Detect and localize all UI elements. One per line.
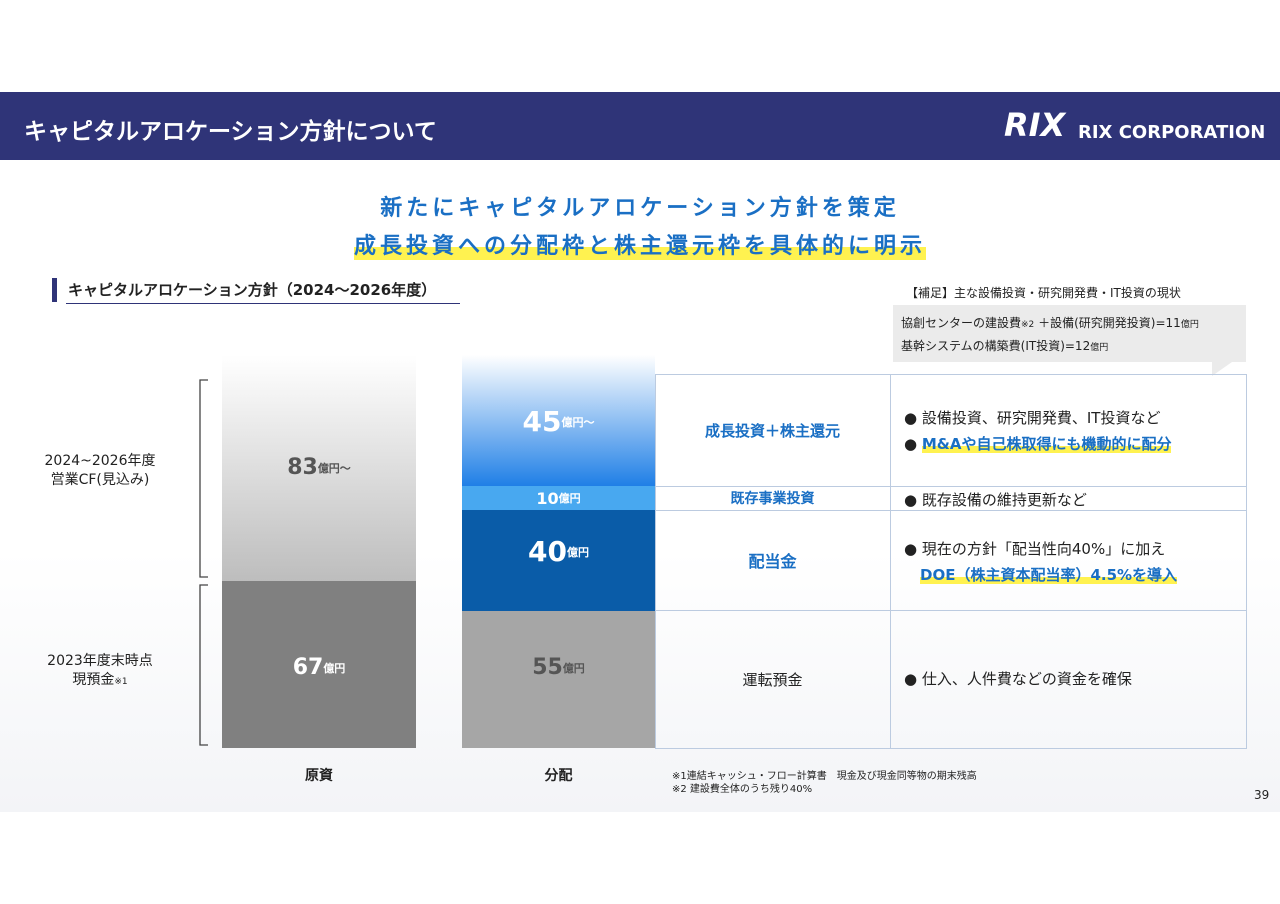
note-unit: 億円 bbox=[1090, 343, 1109, 353]
dist-block bbox=[462, 611, 655, 748]
note-text: 基幹システムの構築費(IT投資)=12 bbox=[901, 339, 1091, 353]
dist-block bbox=[462, 486, 655, 510]
logo-text: RIX CORPORATION bbox=[1078, 122, 1266, 143]
text: 億円～ bbox=[561, 415, 595, 429]
headline: 新たにキャピタルアロケーション方針を策定 bbox=[380, 196, 900, 221]
text: 83 bbox=[287, 455, 318, 480]
note-text: 協創センターの建設費 bbox=[901, 316, 1022, 330]
block-label: 55 億円 bbox=[462, 655, 655, 680]
dist-block bbox=[462, 510, 655, 611]
section-title: キャピタルアロケーション方針（2024～2026年度） bbox=[68, 281, 437, 299]
note-unit: 億円 bbox=[1180, 320, 1199, 330]
logo-mark: RIX bbox=[1004, 106, 1066, 144]
text: 仕入、人件費などの資金を確保 bbox=[921, 670, 1132, 688]
table-category: 運転預金 bbox=[742, 670, 803, 689]
section-marker bbox=[52, 278, 57, 302]
text: 67 bbox=[292, 655, 324, 680]
table-items: ● 設備投資、研究開発費、IT投資など ● M&Aや自己株取得にも機動的に配分 bbox=[904, 409, 1172, 453]
footnotes: ※1連結キャッシュ・フロー計算書 現金及び現金同等物の期末残高 ※2 建設費全体の… bbox=[672, 770, 977, 796]
block-label: 10 億円 bbox=[462, 487, 655, 509]
table-items: ● 仕入、人件費などの資金を確保 bbox=[904, 670, 1132, 688]
text: 現在の方針「配当性向40%」に加え bbox=[921, 540, 1166, 558]
text: 2024~2026年度 bbox=[44, 453, 156, 469]
text: 現預金 bbox=[72, 672, 115, 688]
block-label: 45 億円～ bbox=[462, 405, 655, 438]
brace-label: 2024~2026年度 営業CF(見込み) bbox=[10, 452, 190, 490]
block-label: 40 億円 bbox=[462, 535, 655, 568]
text: 2023年度末時点 bbox=[47, 653, 153, 669]
note-tail bbox=[1212, 362, 1232, 376]
text: ※1連結キャッシュ・フロー計算書 現金及び現金同等物の期末残高 bbox=[672, 771, 977, 782]
table-category: 配当金 bbox=[748, 552, 797, 571]
table-category: 既存事業投資 bbox=[730, 491, 815, 507]
page-number: 39 bbox=[1254, 788, 1270, 802]
text: 億円 bbox=[566, 545, 589, 559]
table-lines bbox=[655, 374, 1247, 749]
note-ref: ※2 bbox=[1021, 320, 1035, 330]
block-label: 67 億円 bbox=[222, 655, 416, 680]
dist-block bbox=[462, 355, 655, 486]
source-block bbox=[222, 581, 416, 748]
axis-label: 分配 bbox=[544, 768, 573, 784]
text: 55 bbox=[532, 655, 563, 680]
text: 億円 bbox=[558, 492, 581, 505]
text: 億円 bbox=[562, 661, 585, 675]
section-rule bbox=[66, 303, 460, 304]
text: ※2 建設費全体のうち残り40% bbox=[672, 784, 813, 795]
brace bbox=[199, 379, 208, 746]
text: M&Aや自己株取得にも機動的に配分 bbox=[921, 435, 1172, 453]
axis-label: 原資 bbox=[305, 768, 333, 784]
text: 40 bbox=[528, 535, 567, 568]
header-bar: キャピタルアロケーション方針について RIX RIX CORPORATION bbox=[0, 92, 1280, 160]
text: 億円～ bbox=[317, 461, 351, 475]
table-items: ● 現在の方針「配当性向40%」に加え DOE（株主資本配当率）4.5%を導入 bbox=[904, 540, 1178, 584]
header-title: キャピタルアロケーション方針について bbox=[24, 119, 437, 145]
table-items: ● 既存設備の維持更新など bbox=[904, 491, 1087, 509]
headline: 成長投資への分配枠と株主還元枠を具体的に明示 bbox=[353, 228, 926, 260]
note-text: ＋設備(研究開発投資)=11 bbox=[1038, 316, 1181, 330]
text: 既存設備の維持更新など bbox=[921, 491, 1087, 509]
brace-label: 2023年度末時点現預金※1 bbox=[10, 652, 190, 692]
note-title: 【補足】主な設備投資・研究開発費・IT投資の現状 bbox=[906, 286, 1181, 300]
source-block bbox=[222, 355, 416, 581]
text: 10 bbox=[536, 488, 559, 508]
table-category: 成長投資＋株主還元 bbox=[704, 421, 840, 440]
text: 営業CF(見込み) bbox=[50, 472, 150, 488]
text: 億円 bbox=[323, 661, 346, 675]
text: DOE（株主資本配当率）4.5%を導入 bbox=[920, 566, 1178, 584]
note-box: 協創センターの建設費※2 ＋設備(研究開発投資)=11億円 基幹システムの構築費… bbox=[893, 305, 1246, 362]
text: ※1 bbox=[114, 677, 128, 687]
text: 設備投資、研究開発費、IT投資など bbox=[921, 409, 1161, 427]
text: 45 bbox=[522, 405, 562, 438]
block-label: 83 億円～ bbox=[222, 455, 416, 480]
